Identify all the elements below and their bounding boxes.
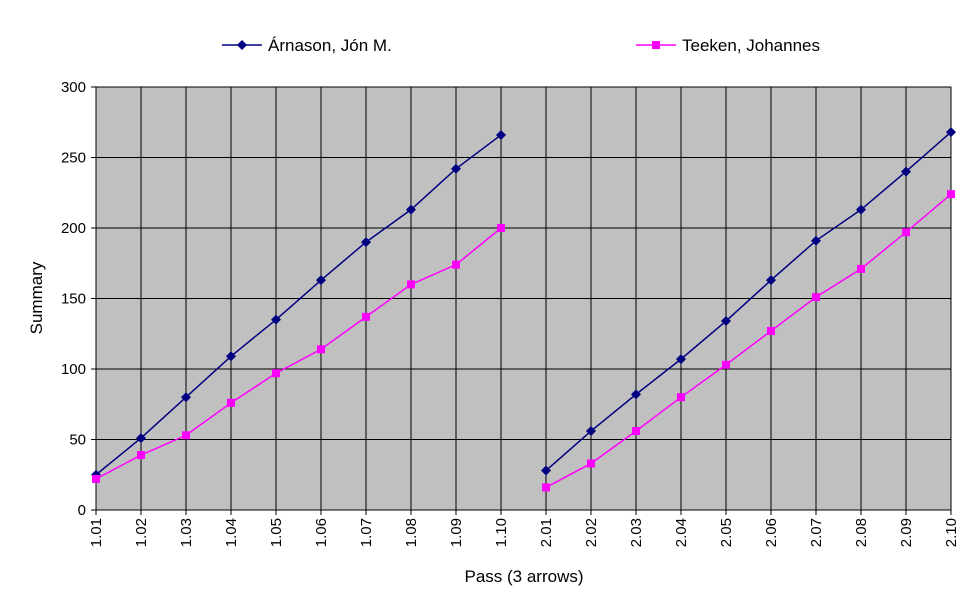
data-point — [946, 127, 956, 138]
data-point — [406, 204, 416, 215]
data-point — [901, 166, 911, 177]
series-layer — [91, 127, 956, 492]
x-tick-label: 1.05 — [268, 518, 285, 547]
data-point — [182, 431, 190, 440]
data-point — [181, 392, 191, 403]
series-line — [545, 193, 952, 489]
x-tick-label: 2.02 — [583, 518, 600, 547]
series-2 — [92, 190, 955, 492]
data-point — [317, 345, 325, 354]
legend-marker-series-1 — [237, 40, 247, 50]
data-point — [767, 326, 775, 335]
legend-marker-series-2 — [652, 41, 660, 49]
data-point — [227, 398, 235, 407]
y-tick-label: 50 — [69, 432, 86, 449]
x-tick-label: 2.08 — [853, 518, 870, 547]
data-point — [811, 235, 821, 246]
y-tick-label: 0 — [78, 502, 86, 519]
x-axis-ticks: 1.01 1.02 1.03 1.04 1.05 1.06 1.07 1.08 1.09 1.10… — [88, 510, 960, 547]
x-tick-label: 1.03 — [178, 518, 195, 547]
x-tick-label: 2.01 — [538, 518, 555, 547]
x-tick-label: 2.10 — [943, 518, 960, 547]
x-tick-label: 1.01 — [88, 518, 105, 547]
series-1 — [91, 127, 956, 480]
data-point — [407, 280, 415, 289]
series-line — [545, 131, 952, 472]
data-point — [676, 354, 686, 365]
y-tick-label: 250 — [61, 150, 86, 167]
data-point — [136, 433, 146, 444]
data-point — [496, 129, 506, 140]
data-point — [902, 228, 910, 237]
x-tick-label: 1.08 — [403, 518, 420, 547]
x-tick-label: 2.03 — [628, 518, 645, 547]
x-tick-label: 1.02 — [133, 518, 150, 547]
data-point — [92, 474, 100, 483]
data-point — [722, 360, 730, 369]
data-point — [497, 224, 505, 232]
data-point — [812, 293, 820, 302]
y-tick-label: 150 — [61, 291, 86, 308]
x-axis-title: Pass (3 arrows) — [464, 567, 583, 586]
series-line — [95, 134, 502, 476]
data-point — [361, 237, 371, 248]
x-tick-label: 1.10 — [493, 518, 510, 547]
data-point — [316, 275, 326, 286]
data-point — [271, 314, 281, 325]
x-tick-label: 2.06 — [763, 518, 780, 547]
y-axis-ticks: 0 50 100 150 200 250 300 — [61, 79, 96, 519]
legend-label-series-2: Teeken, Johannes — [682, 36, 820, 55]
x-tick-label: 2.09 — [898, 518, 915, 547]
data-point — [362, 312, 370, 321]
data-point — [632, 427, 640, 436]
y-tick-label: 300 — [61, 79, 86, 96]
data-point — [721, 316, 731, 327]
x-tick-label: 2.04 — [673, 518, 690, 547]
data-point — [587, 459, 595, 468]
x-tick-label: 1.06 — [313, 518, 330, 547]
legend-entry-series-1: Árnason, Jón M. — [222, 36, 392, 55]
x-tick-label: 2.07 — [808, 518, 825, 547]
y-tick-label: 100 — [61, 361, 86, 378]
y-axis-title: Summary — [27, 261, 46, 334]
series-line — [95, 227, 502, 480]
data-point — [272, 369, 280, 378]
legend: Árnason, Jón M. Teeken, Johannes — [222, 36, 820, 55]
legend-entry-series-2: Teeken, Johannes — [636, 36, 820, 55]
data-point — [677, 393, 685, 402]
data-point — [542, 483, 550, 492]
data-point — [541, 465, 551, 476]
data-point — [766, 275, 776, 286]
data-point — [947, 190, 955, 199]
legend-label-series-1: Árnason, Jón M. — [268, 36, 392, 55]
x-tick-label: 1.04 — [223, 518, 240, 547]
data-point — [452, 260, 460, 269]
data-point — [137, 451, 145, 460]
data-point — [226, 351, 236, 362]
data-point — [451, 163, 461, 174]
x-tick-label: 1.07 — [358, 518, 375, 547]
data-point — [586, 426, 596, 437]
data-point — [857, 264, 865, 273]
y-tick-label: 200 — [61, 220, 86, 237]
data-point — [856, 204, 866, 215]
x-tick-label: 2.05 — [718, 518, 735, 547]
x-tick-label: 1.09 — [448, 518, 465, 547]
data-point — [631, 389, 641, 400]
